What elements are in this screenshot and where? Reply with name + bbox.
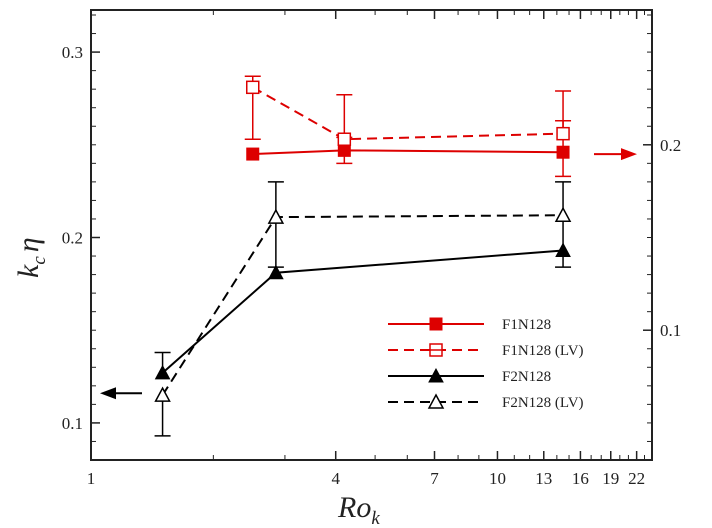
marker-open-square: [245, 80, 260, 95]
series-f2n128-lv-: [154, 206, 572, 437]
x-axis-title-sub: k: [371, 508, 380, 528]
marker-filled-square: [337, 143, 351, 157]
left-axis-arrow-head: [100, 387, 116, 400]
y-left-tick-label: 0.3: [62, 43, 83, 62]
y-left-tick-label: 0.1: [62, 414, 83, 433]
x-tick-label: 22: [628, 469, 645, 488]
legend-label: F2N128 (LV): [502, 395, 584, 411]
x-tick-label: 10: [489, 469, 506, 488]
x-axis-title-main: Ro: [337, 491, 371, 524]
series-line: [252, 86, 564, 141]
marker-open-triangle: [554, 206, 572, 223]
y-axis-title: kcη: [12, 237, 50, 278]
y-right-tick-label: 0.2: [660, 136, 681, 155]
legend: F1N128 F1N128 (LV) F2N128 F2N128 (LV): [388, 317, 584, 411]
legend-item: F1N128: [388, 317, 551, 333]
series-line: [252, 149, 564, 156]
right-axis-arrow-head: [621, 148, 637, 161]
marker-filled-triangle: [428, 367, 444, 383]
marker-open-square: [556, 126, 570, 141]
marker-open-triangle: [267, 208, 285, 224]
marker-open-triangle: [427, 393, 445, 409]
x-tick-label: 16: [572, 469, 589, 488]
legend-item: F1N128 (LV): [388, 343, 584, 359]
x-tick-label: 4: [331, 469, 340, 488]
legend-label: F2N128: [502, 369, 551, 385]
plot-border: [90, 9, 653, 461]
legend-label: F1N128: [502, 317, 551, 333]
marker-filled-triangle: [154, 364, 171, 380]
y-left-tick-label: 0.2: [62, 229, 83, 248]
marker-filled-square: [246, 147, 260, 161]
legend-label: F1N128 (LV): [502, 343, 584, 359]
axis-ticks: 1 4 7 10 13 16 19 22 0.1 0.2 0.3 0.1 0.2: [62, 10, 681, 488]
x-tick-label: 1: [87, 469, 96, 488]
series-f2n128: [154, 181, 572, 380]
marker-filled-triangle: [268, 264, 284, 280]
axis-arrows: [100, 148, 637, 400]
marker-filled-triangle: [555, 242, 571, 257]
plot-frame: [90, 9, 653, 461]
series-f1n128-lv-: [244, 75, 572, 146]
marker-open-triangle: [154, 386, 171, 402]
series-f1n128: [246, 119, 572, 178]
y-axis-title-greek: η: [12, 237, 45, 252]
marker-open-square: [337, 132, 352, 146]
x-axis-title: Rok: [337, 491, 380, 528]
y-axis-title-sub: c: [29, 256, 50, 265]
x-tick-label: 7: [430, 469, 439, 488]
marker-filled-square: [429, 317, 443, 331]
y-right-tick-label: 0.1: [660, 321, 681, 340]
x-tick-label: 19: [602, 469, 619, 488]
x-tick-label: 13: [535, 469, 552, 488]
series-layer: [154, 75, 572, 437]
legend-item: F2N128 (LV): [388, 393, 584, 411]
legend-item: F2N128: [388, 367, 551, 385]
marker-filled-square: [556, 145, 570, 159]
y-axis-title-main: k: [12, 264, 45, 278]
